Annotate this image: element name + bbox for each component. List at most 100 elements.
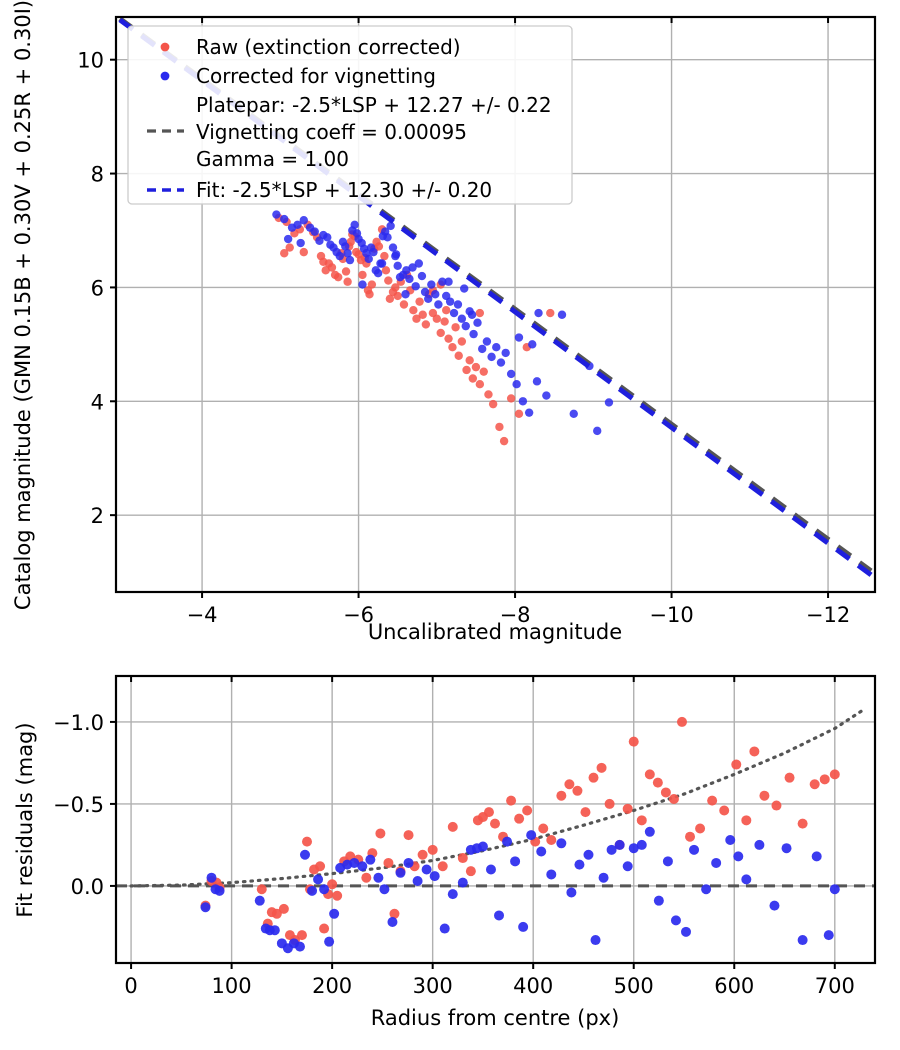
data-point: [469, 329, 478, 339]
calibration-fit-lines: [118, 16, 873, 577]
data-point: [383, 857, 394, 868]
data-point: [310, 227, 319, 236]
data-point: [442, 305, 451, 315]
data-point: [445, 297, 455, 306]
data-point: [556, 790, 567, 801]
data-point: [512, 380, 521, 389]
ytick-label: 8: [91, 163, 104, 187]
data-point: [606, 844, 617, 855]
residuals-axes-frame: [114, 674, 877, 965]
xtick-label: 400: [513, 974, 553, 998]
data-point: [487, 352, 496, 362]
data-point: [302, 836, 313, 847]
data-point: [485, 864, 496, 875]
data-point: [393, 261, 402, 270]
data-point: [321, 266, 330, 275]
data-point: [564, 779, 575, 790]
data-point: [379, 884, 390, 895]
fit-line-fit: [118, 17, 873, 577]
data-point: [809, 779, 820, 790]
data-point: [719, 805, 730, 816]
data-point: [556, 838, 567, 849]
data-point: [644, 826, 655, 837]
data-point: [518, 397, 528, 406]
data-point: [429, 871, 440, 882]
data-point: [622, 861, 633, 872]
residuals-scatter-layer: [200, 716, 840, 954]
data-point: [412, 876, 423, 886]
calibration-axes-frame: [114, 15, 877, 594]
data-point: [636, 839, 647, 850]
data-point: [829, 769, 840, 780]
data-point: [496, 358, 506, 367]
data-point: [373, 268, 383, 278]
data-point: [393, 291, 402, 301]
data-point: [447, 821, 458, 832]
data-point: [418, 310, 427, 319]
calibration-xaxis-label: Uncalibrated magnitude: [368, 620, 622, 644]
data-point: [421, 320, 431, 329]
data-point: [572, 785, 583, 796]
series-corrected: [272, 210, 614, 436]
series-raw: [274, 213, 555, 446]
data-point: [399, 300, 409, 309]
data-point: [489, 818, 500, 829]
data-point: [574, 859, 585, 870]
data-point: [206, 872, 217, 883]
data-point: [514, 333, 524, 342]
data-point: [420, 287, 430, 297]
data-point: [375, 828, 386, 839]
data-point: [451, 323, 460, 332]
data-point: [332, 890, 343, 901]
ytick-label: 10: [77, 49, 104, 73]
xtick-label: −10: [649, 603, 693, 627]
data-point: [457, 853, 468, 864]
data-point: [411, 282, 420, 291]
data-point: [367, 280, 377, 289]
data-point: [448, 342, 457, 352]
data-point: [569, 409, 578, 419]
data-point: [566, 887, 577, 898]
data-point: [781, 843, 792, 854]
data-point: [439, 923, 450, 934]
data-point: [299, 247, 308, 257]
data-point: [668, 794, 679, 804]
data-point: [405, 274, 414, 284]
data-point: [468, 374, 478, 383]
data-point: [269, 925, 280, 936]
data-point: [402, 266, 411, 275]
legend-label-fit: Fit: -2.5*LSP + 12.30 +/- 0.20: [196, 178, 492, 202]
data-point: [462, 365, 471, 375]
data-point: [711, 857, 722, 868]
xtick-label: 300: [413, 974, 453, 998]
data-point: [357, 861, 368, 872]
data-point: [434, 300, 443, 309]
data-point: [453, 300, 463, 309]
data-point: [427, 280, 436, 289]
data-point: [829, 884, 840, 895]
data-point: [391, 283, 400, 292]
data-point: [358, 270, 367, 280]
data-point: [590, 935, 601, 946]
data-point: [488, 399, 498, 409]
data-point: [380, 251, 389, 261]
data-point: [386, 221, 395, 231]
data-point: [345, 255, 355, 265]
data-point: [771, 800, 782, 811]
data-point: [653, 895, 664, 906]
xtick-label: 700: [815, 974, 855, 998]
vignetting-model-curve: [129, 707, 867, 888]
legend-label-platepar-3: Gamma = 1.00: [196, 147, 349, 171]
data-point: [557, 310, 567, 319]
residuals-reference-lines: [116, 707, 875, 888]
data-point: [769, 900, 780, 911]
data-point: [365, 854, 376, 865]
xtick-label: 600: [714, 974, 754, 998]
data-point: [457, 337, 467, 346]
data-point: [280, 249, 289, 258]
ytick-label: 2: [91, 504, 104, 528]
data-point: [341, 242, 350, 251]
data-point: [622, 803, 633, 814]
xtick-label: −12: [806, 603, 850, 627]
data-point: [341, 267, 351, 276]
